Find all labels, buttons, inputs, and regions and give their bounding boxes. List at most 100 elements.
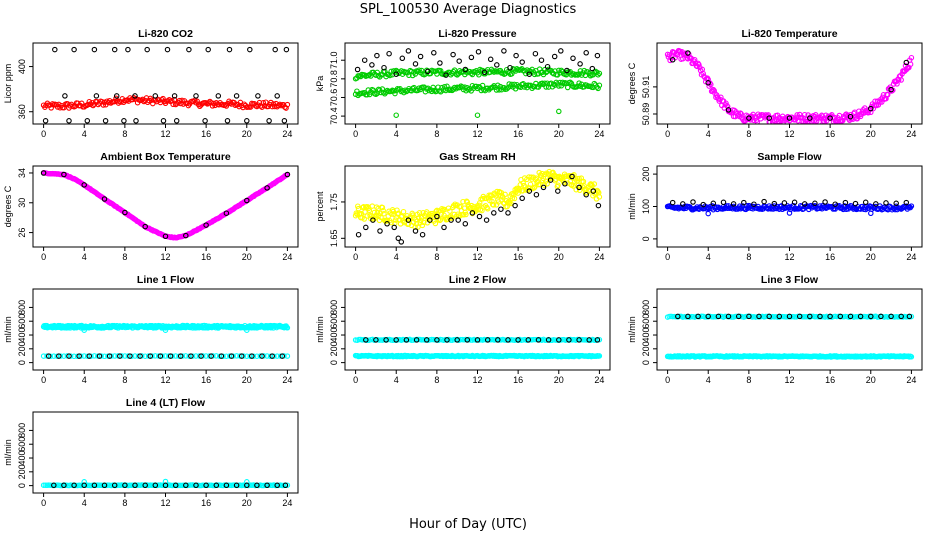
- data-point: [40, 482, 47, 488]
- data-point: [812, 200, 818, 207]
- y-tick-label: 800: [329, 300, 339, 315]
- data-point: [398, 239, 405, 245]
- data-point: [545, 337, 552, 343]
- data-point: [228, 353, 235, 359]
- data-point: [431, 87, 438, 94]
- data-point: [702, 314, 708, 320]
- data-point: [361, 216, 368, 222]
- y-axis-label: degrees C: [627, 62, 637, 104]
- x-tick-label: 16: [201, 252, 211, 262]
- panel-line2: Line 2 Flow ml/min 0 4 8 12 16 20 24 0 20040060080…: [315, 274, 611, 385]
- data-point: [589, 65, 596, 72]
- data-point: [539, 80, 546, 87]
- data-point: [509, 81, 515, 88]
- data-point: [484, 337, 491, 343]
- data-point: [552, 337, 559, 343]
- panel-data: [40, 169, 291, 241]
- x-axis-label: Hour of Day (UTC): [409, 517, 527, 532]
- data-point: [233, 93, 240, 99]
- data-point: [152, 482, 159, 489]
- panel-title: Line 3 Flow: [761, 274, 819, 286]
- data-point: [570, 183, 577, 189]
- data-point: [393, 71, 399, 77]
- data-point: [696, 61, 702, 68]
- data-point: [771, 200, 778, 207]
- data-point: [193, 482, 199, 489]
- x-tick-label: 4: [82, 498, 87, 508]
- data-point: [224, 118, 231, 124]
- y-tick-label: 800: [641, 300, 651, 315]
- panel-data: [352, 168, 603, 245]
- x-tick-label: 4: [706, 129, 711, 139]
- data-point: [412, 228, 419, 234]
- data-point: [530, 336, 537, 343]
- data-point: [108, 353, 115, 359]
- data-point: [81, 327, 87, 333]
- data-point: [113, 95, 119, 102]
- data-point: [164, 46, 171, 53]
- data-point: [395, 210, 402, 216]
- x-tick-label: 20: [866, 375, 876, 385]
- data-point: [756, 313, 762, 320]
- data-point: [569, 173, 575, 180]
- x-tick-label: 16: [513, 252, 523, 262]
- data-point: [127, 353, 133, 359]
- data-point: [495, 199, 502, 205]
- data-point: [437, 216, 444, 223]
- y-tick-label: 200: [17, 341, 27, 356]
- x-tick-label: 16: [825, 129, 835, 139]
- data-point: [558, 48, 564, 54]
- data-point: [186, 46, 192, 53]
- data-point: [259, 353, 265, 359]
- x-tick-label: 12: [160, 498, 170, 508]
- data-point: [177, 100, 184, 107]
- data-point: [202, 118, 208, 124]
- data-point: [363, 337, 369, 343]
- data-point: [590, 72, 596, 78]
- data-point: [868, 210, 874, 217]
- data-point: [591, 181, 598, 187]
- data-point: [532, 50, 539, 57]
- data-point: [142, 482, 148, 489]
- data-point: [729, 314, 735, 320]
- x-tick-label: 8: [122, 498, 127, 508]
- y-tick-label: 200: [641, 167, 651, 182]
- data-point: [515, 337, 521, 343]
- panel-co2: Li-820 CO2 Licor ppm 0 4 8 12 16 20 24 360 400: [3, 28, 299, 139]
- panel-line3: Line 3 Flow ml/min 0 4 8 12 16 20 24 0 20040060080…: [627, 274, 923, 385]
- data-point: [685, 313, 691, 320]
- data-point: [817, 313, 823, 320]
- data-point: [791, 199, 798, 206]
- data-point: [808, 313, 815, 320]
- data-point: [406, 72, 412, 79]
- data-point: [564, 67, 570, 74]
- y-axis-label: percent: [315, 191, 325, 222]
- data-point: [562, 181, 568, 187]
- data-point: [884, 92, 891, 98]
- x-tick-label: 20: [242, 498, 252, 508]
- panel-data: [664, 313, 915, 360]
- data-point: [503, 86, 510, 92]
- data-point: [394, 211, 401, 217]
- x-tick-label: 8: [122, 375, 127, 385]
- data-point: [532, 184, 538, 190]
- data-point: [878, 313, 884, 320]
- data-point: [581, 337, 587, 343]
- data-point: [249, 353, 255, 359]
- data-point: [61, 482, 67, 489]
- data-point: [857, 313, 864, 320]
- data-point: [274, 482, 280, 489]
- x-tick-label: 0: [41, 129, 46, 139]
- data-point: [381, 64, 387, 71]
- x-tick-label: 16: [201, 498, 211, 508]
- data-point: [223, 210, 230, 216]
- data-point: [362, 209, 368, 215]
- data-point: [208, 353, 214, 359]
- data-point: [730, 201, 737, 207]
- data-point: [376, 217, 383, 224]
- data-point: [284, 482, 291, 488]
- data-point: [852, 314, 859, 320]
- x-tick-label: 8: [122, 129, 127, 139]
- data-point: [171, 96, 178, 103]
- x-tick-label: 0: [665, 129, 670, 139]
